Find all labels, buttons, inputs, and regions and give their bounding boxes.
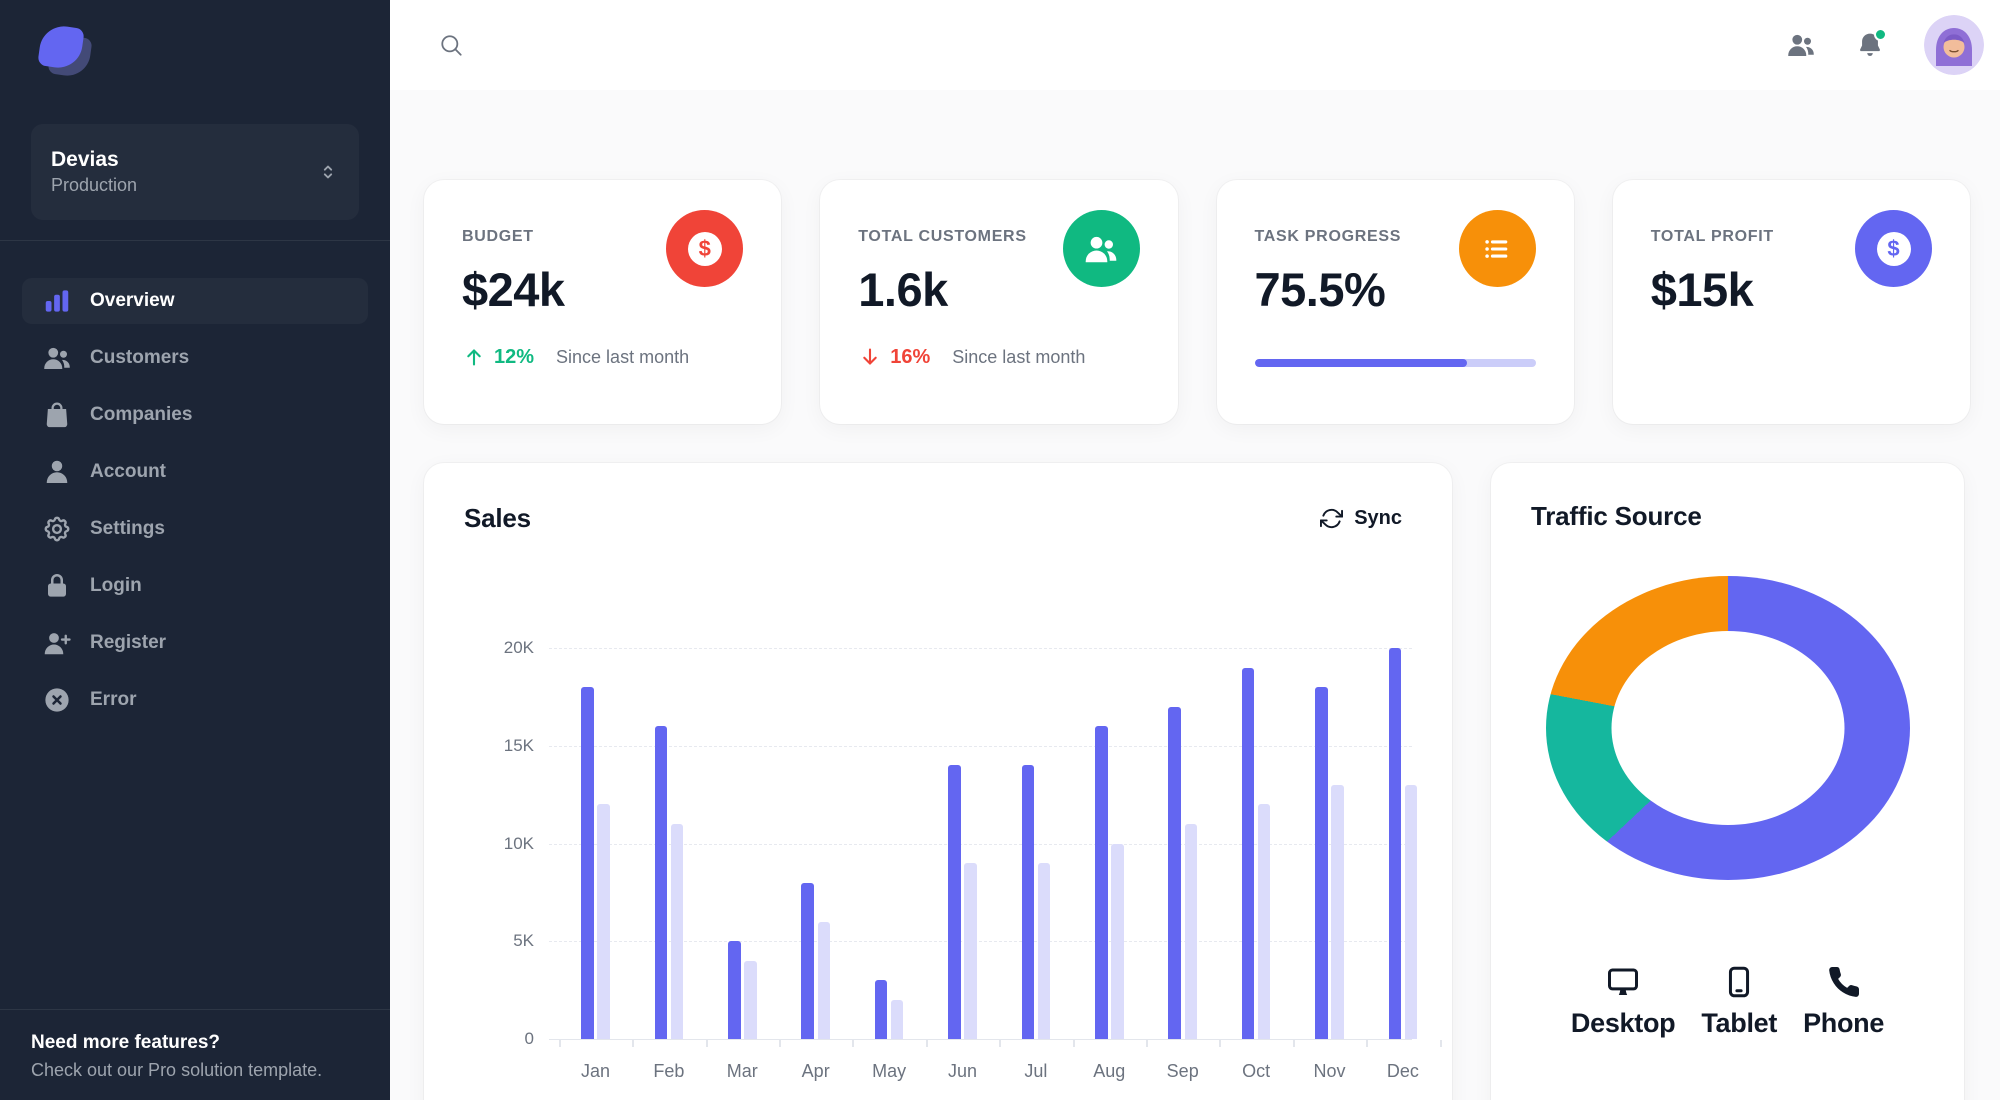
workspace-name: Devias: [51, 148, 119, 172]
x-circle-icon: [42, 685, 72, 715]
contacts-icon[interactable]: [1786, 30, 1816, 60]
sidebar-item-error[interactable]: Error: [22, 677, 368, 723]
shopping-bag-icon: [42, 400, 72, 430]
stat-label: TOTAL PROFIT: [1650, 228, 1774, 245]
refresh-icon: [1320, 508, 1344, 529]
stat-value: 75.5%: [1254, 263, 1386, 316]
dollar-icon: $: [666, 210, 744, 287]
trend-percent: 16%: [890, 345, 931, 368]
user-icon: [42, 457, 72, 487]
stat-label: TASK PROGRESS: [1254, 228, 1402, 245]
sidebar-item-companies[interactable]: Companies: [22, 392, 368, 438]
total-profit-card: TOTAL PROFIT $15k $: [1612, 180, 1970, 424]
topbar: [390, 0, 2000, 90]
app-logo-icon[interactable]: [37, 23, 93, 79]
sidebar-item-label: Customers: [90, 347, 190, 368]
trend-percent: 12%: [494, 345, 535, 368]
tablet-icon: [1729, 966, 1750, 998]
sidebar-item-login[interactable]: Login: [22, 563, 368, 609]
notification-badge: [1874, 28, 1887, 41]
traffic-donut-chart: [1545, 576, 1910, 880]
stat-value: 1.6k: [858, 263, 948, 316]
task-progress-card: TASK PROGRESS 75.5%: [1216, 180, 1574, 424]
workspace-environment: Production: [51, 175, 138, 196]
sidebar: Devias Production Overview Customers Com…: [0, 0, 390, 1100]
dollar-icon: $: [1855, 210, 1932, 287]
sales-title: Sales: [464, 503, 531, 533]
sales-bar-chart: 20K 15K 10K 5K 0 Jan Feb Mar Apr May Jun Jul Aug Sep O…: [464, 608, 1442, 1100]
total-customers-card: TOTAL CUSTOMERS 1.6k 16% Since last mont…: [820, 180, 1178, 424]
sidebar-item-customers[interactable]: Customers: [22, 335, 368, 381]
workspace-selector[interactable]: Devias Production: [31, 124, 359, 220]
sidebar-item-label: Settings: [90, 518, 165, 539]
stats-row: BUDGET $24k $ 12% Since last month TOTAL…: [424, 180, 1970, 424]
sidebar-item-label: Overview: [90, 290, 175, 311]
traffic-legend: Desktop Tablet Phone: [1531, 964, 1924, 1039]
legend-item-tablet: Tablet: [1701, 964, 1777, 1039]
task-progress-bar: [1254, 359, 1536, 367]
lock-icon: [42, 571, 72, 601]
legend-label: Phone: [1803, 1008, 1885, 1038]
sidebar-item-label: Login: [90, 575, 142, 596]
legend-label: Tablet: [1701, 1008, 1778, 1038]
legend-label: Desktop: [1570, 1008, 1676, 1038]
arrow-down-icon: [863, 348, 877, 365]
search-icon[interactable]: [430, 24, 473, 67]
unfold-icon: [317, 161, 339, 183]
sidebar-divider: [0, 240, 390, 241]
chart-bar-icon: [42, 286, 72, 316]
notifications-icon[interactable]: [1856, 28, 1887, 59]
trend-caption: Since last month: [556, 346, 690, 367]
traffic-title: Traffic Source: [1531, 501, 1702, 531]
sidebar-item-register[interactable]: Register: [22, 620, 368, 666]
sidebar-item-label: Companies: [90, 404, 193, 425]
stat-value: $15k: [1650, 263, 1754, 316]
legend-item-desktop: Desktop: [1570, 964, 1676, 1039]
sidebar-item-label: Error: [90, 689, 137, 710]
arrow-up-icon: [467, 349, 481, 366]
trend-caption: Since last month: [952, 346, 1086, 367]
sidebar-item-label: Account: [90, 461, 166, 482]
desktop-icon: [1608, 968, 1639, 996]
footer-title: Need more features?: [31, 1032, 221, 1053]
budget-card: BUDGET $24k $ 12% Since last month: [424, 180, 782, 424]
sidebar-item-settings[interactable]: Settings: [22, 506, 368, 552]
sidebar-nav: Overview Customers Companies Account Set…: [22, 278, 368, 734]
sidebar-item-account[interactable]: Account: [22, 449, 368, 495]
sync-button[interactable]: Sync: [1310, 501, 1412, 536]
traffic-source-card: Traffic Source Desktop Tablet Phone: [1491, 463, 1964, 1100]
sidebar-item-label: Register: [90, 632, 167, 653]
sync-label: Sync: [1354, 507, 1402, 529]
sales-card: Sales Sync 20K 15K 10K 5K 0 Jan Feb Mar Apr May Ju…: [424, 463, 1452, 1100]
stat-value: $24k: [462, 263, 565, 316]
phone-icon: [1828, 966, 1859, 997]
sidebar-item-overview[interactable]: Overview: [22, 278, 368, 324]
users-icon: [1062, 210, 1140, 287]
footer-subtitle: Check out our Pro solution template.: [31, 1060, 323, 1080]
stat-label: TOTAL CUSTOMERS: [858, 228, 1027, 245]
user-avatar[interactable]: [1924, 15, 1984, 75]
user-plus-icon: [42, 628, 72, 658]
users-icon: [42, 343, 72, 373]
list-icon: [1458, 210, 1536, 287]
stat-label: BUDGET: [462, 228, 534, 245]
gear-icon: [42, 514, 72, 544]
trend-row: 16% Since last month: [858, 345, 1139, 369]
trend-row: 12% Since last month: [462, 345, 743, 369]
sidebar-footer: Need more features? Check out our Pro so…: [0, 1009, 390, 1100]
legend-item-phone: Phone: [1803, 964, 1884, 1039]
